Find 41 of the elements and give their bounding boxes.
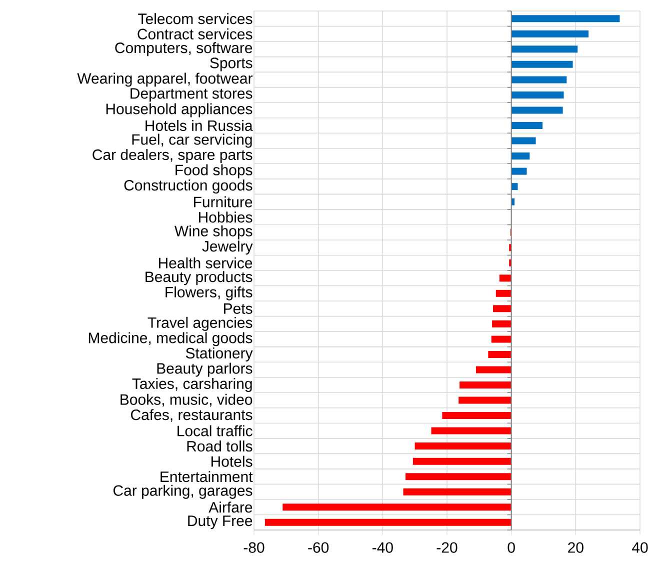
x-tick-label: -40	[372, 542, 393, 553]
y-tick-label: Travel agencies	[148, 316, 252, 331]
y-tick-label: Household appliances	[106, 103, 252, 118]
y-tick-label: Health service	[158, 257, 252, 268]
x-tick-label: 0	[508, 542, 515, 553]
y-tick-label: Taxies, carsharing	[132, 378, 252, 392]
y-tick-label: Wearing apparel, footwear	[77, 72, 253, 87]
y-tick-label: Furniture	[194, 196, 252, 208]
y-tick-label: Wine shops	[174, 225, 252, 240]
y-tick-label: Car dealers, spare parts	[92, 149, 252, 164]
y-tick-label: Local traffic	[178, 425, 252, 436]
y-tick-label: Fuel, car servicing	[132, 134, 252, 148]
y-tick-label: Cafes, restaurants	[131, 409, 252, 422]
x-tick-label: -20	[436, 542, 458, 553]
y-tick-label: Pets	[224, 303, 252, 314]
y-tick-label: Books, music, video	[120, 394, 252, 407]
y-tick-label: Duty Free	[188, 516, 252, 530]
y-tick-label: Beauty products	[146, 271, 252, 286]
y-tick-label: Road tolls	[187, 440, 252, 452]
y-tick-label: Airfare	[208, 502, 252, 513]
y-tick-label: Contract services	[138, 28, 252, 40]
x-tick-label: 20	[568, 542, 584, 553]
y-tick-label: Stationery	[186, 347, 253, 362]
y-tick-label: Department stores	[130, 88, 252, 102]
y-tick-label: Jewelry	[202, 240, 253, 255]
y-tick-label: Beauty parlors	[157, 362, 252, 377]
y-tick-label: Telecom services	[138, 13, 252, 24]
y-tick-label: Sports	[210, 58, 252, 72]
y-tick-label: Flowers, gifts	[166, 286, 252, 300]
x-tick-label: -60	[308, 542, 329, 553]
y-tick-label: Medicine, medical goods	[88, 332, 252, 346]
y-tick-label: Computers, software	[115, 42, 252, 56]
y-tick-label: Car parking, garages	[113, 484, 252, 499]
y-tick-label: Hotels	[212, 456, 252, 467]
y-tick-label: Entertainment	[160, 471, 253, 482]
y-tick-label: Construction goods	[124, 180, 252, 194]
x-tick-label: 40	[632, 542, 648, 553]
y-tick-label: Food shops	[176, 164, 252, 178]
y-tick-label: Hobbies	[198, 212, 252, 223]
x-tick-label: -80	[244, 542, 264, 553]
y-tick-label: Hotels in Russia	[146, 120, 253, 131]
